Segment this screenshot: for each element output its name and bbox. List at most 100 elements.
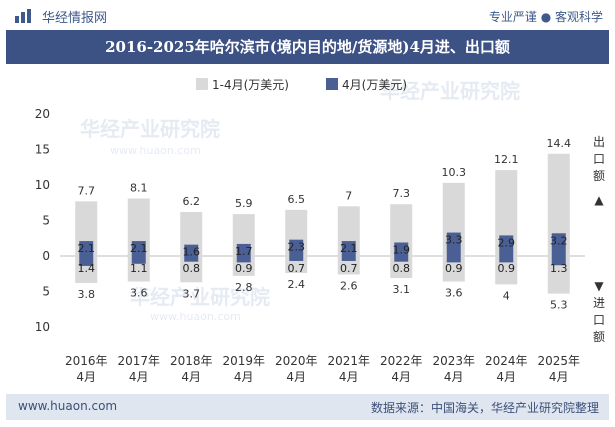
bar-april-import [184,256,199,262]
import-axis-label: 口 [593,313,605,327]
footer: www.huaon.com 数据来源：中国海关，华经产业研究院整理 [6,394,609,420]
bar-1-4-import [547,256,570,294]
value-label-1-4-export: 8.1 [130,181,148,194]
value-label-1-4-export: 6.2 [183,195,201,208]
bar-april-export [394,242,409,256]
footer-url[interactable]: www.huaon.com [18,399,118,413]
value-label-april-export: 2.1 [78,242,96,255]
value-label-1-4-import: 2.4 [288,278,306,291]
value-label-april-import: 0.7 [288,262,306,275]
value-label-1-4-export: 10.3 [442,166,467,179]
x-tick-label-month: 4月 [234,370,254,384]
x-tick-label-year: 2025年 [537,354,580,368]
value-label-april-import: 0.9 [235,262,253,275]
x-tick-label-year: 2024年 [485,354,528,368]
value-label-1-4-export: 7.3 [393,187,411,200]
value-label-april-import: 1.3 [550,262,568,275]
bar-april-export [131,241,146,256]
bar-april-export [79,241,94,256]
value-label-april-import: 0.8 [393,262,411,275]
value-label-april-import: 0.7 [340,262,358,275]
watermark-url: www.huaon.com [110,144,201,157]
y-tick-label: 10 [35,178,50,192]
bar-chart-logo-icon [15,9,31,23]
data-source: 数据来源：中国海关，华经产业研究院整理 [370,401,599,415]
bar-april-import [341,256,356,261]
bar-april-import [236,256,251,263]
value-label-1-4-import: 3.6 [130,287,148,300]
export-axis-label: 口 [593,152,605,166]
bar-april-import [551,256,566,266]
x-tick-label-month: 4月 [181,370,201,384]
bar-1-4-import [442,256,465,282]
y-tick-label: 5 [42,214,50,228]
value-label-1-4-import: 5.3 [550,299,568,312]
bar-april-export [236,243,251,256]
value-label-april-import: 0.9 [498,262,516,275]
x-tick-label-year: 2016年 [65,354,108,368]
value-label-april-export: 2.1 [340,242,358,255]
x-tick-label-year: 2023年 [432,354,475,368]
value-label-april-export: 2.9 [498,236,516,249]
legend-label-1-4: 1-4月(万美元) [212,78,289,92]
x-tick-label-year: 2020年 [275,354,318,368]
value-label-april-export: 2.1 [130,242,148,255]
value-label-april-export: 1.7 [235,245,253,258]
y-tick-label: 5 [42,285,50,299]
value-label-1-4-import: 2.6 [340,279,358,292]
value-label-1-4-import: 3.1 [393,283,411,296]
watermark-text: 华经产业研究院 [80,117,220,141]
value-label-april-export: 1.9 [393,244,411,257]
value-label-1-4-export: 12.1 [494,153,519,166]
y-tick-label: 10 [35,320,50,334]
value-label-april-import: 1.4 [78,262,96,275]
watermark-text: 华经产业研究院 [380,79,520,103]
x-tick-label-year: 2021年 [327,354,370,368]
up-arrow-icon: ▲ [594,193,604,207]
x-tick-label-year: 2019年 [222,354,265,368]
import-axis-label: 额 [593,330,605,344]
bar-april-export [446,232,461,256]
bar-1-4-export [547,153,570,256]
bar-april-export [184,244,199,256]
value-label-1-4-import: 3.6 [445,287,463,300]
bar-april-import [79,256,94,266]
bar-april-export [551,233,566,256]
slogan: 专业严谨 ● 客观科学 [488,10,603,24]
value-label-1-4-export: 7 [345,189,352,202]
value-label-april-import: 1.1 [130,262,148,275]
x-tick-label-year: 2022年 [380,354,423,368]
export-axis-label: 出 [593,135,605,149]
bar-april-import [499,256,514,263]
x-tick-label-year: 2018年 [170,354,213,368]
chart-title: 2016-2025年哈尔滨市(境内目的地/货源地)4月进、出口额 [105,38,510,56]
y-tick-label: 15 [35,143,50,157]
value-label-1-4-import: 3.7 [183,287,201,300]
y-tick-label: 20 [35,107,50,121]
x-tick-label-month: 4月 [76,370,96,384]
value-label-1-4-import: 2.8 [235,281,253,294]
legend-swatch-1-4 [196,78,208,90]
bar-april-export [499,235,514,256]
x-tick-label-month: 4月 [339,370,359,384]
value-label-april-export: 1.6 [183,246,201,259]
down-arrow-icon: ▼ [594,279,604,293]
watermark-text: 华经产业研究院 [130,285,270,309]
x-tick-label-month: 4月 [391,370,411,384]
value-label-1-4-export: 5.9 [235,197,253,210]
bar-1-4-import [180,256,203,283]
value-label-april-export: 3.2 [550,234,568,247]
watermark-url: www.huaon.com [150,310,241,323]
legend-label-april: 4月(万美元) [342,78,407,92]
y-tick-label: 0 [42,249,50,263]
bar-april-import [394,256,409,262]
x-tick-label-month: 4月 [549,370,569,384]
bar-1-4-import [495,256,518,285]
x-tick-label-month: 4月 [286,370,306,384]
x-tick-label-month: 4月 [129,370,149,384]
value-label-1-4-import: 4 [503,289,510,302]
title-bar: 2016-2025年哈尔滨市(境内目的地/货源地)4月进、出口额 [6,30,609,64]
top-bar: 华经情报网 专业严谨 ● 客观科学 [0,0,615,30]
value-label-april-export: 2.3 [288,241,306,254]
value-label-1-4-export: 14.4 [547,137,572,150]
